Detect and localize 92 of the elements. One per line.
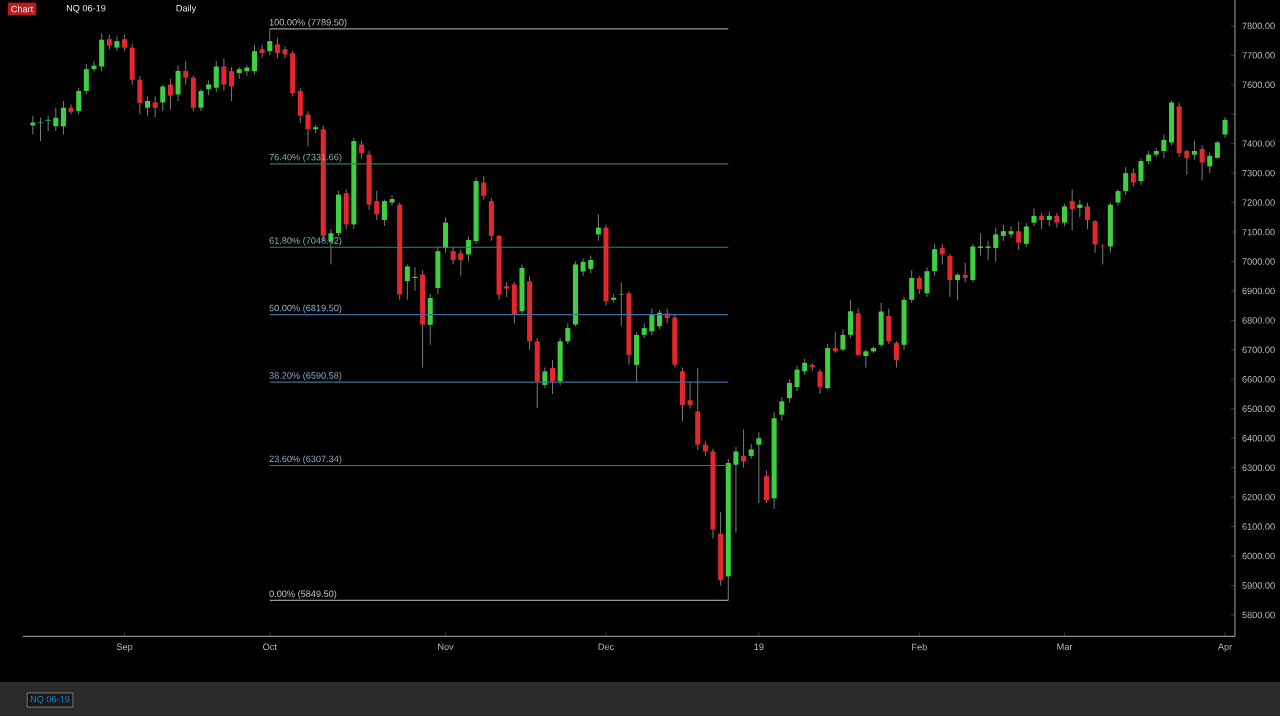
candlestick — [443, 216, 449, 254]
candlestick — [259, 44, 265, 59]
candlestick — [183, 60, 189, 86]
candlestick — [779, 396, 785, 422]
candlestick — [229, 66, 235, 102]
candlestick — [924, 266, 930, 298]
candlestick — [381, 199, 387, 227]
candlestick — [1138, 157, 1144, 186]
candlestick — [672, 314, 678, 369]
candlestick — [60, 100, 66, 136]
candlestick — [144, 96, 151, 117]
candlestick — [886, 308, 892, 345]
candlestick — [1031, 207, 1037, 227]
candlestick — [1100, 243, 1106, 265]
candlestick — [167, 78, 173, 111]
candlestick — [213, 60, 219, 93]
candlestick — [37, 117, 44, 142]
candlestick — [481, 175, 487, 201]
candlestick — [909, 269, 915, 304]
candlestick — [786, 378, 792, 404]
candlestick — [114, 35, 120, 52]
candlestick — [763, 470, 770, 504]
candlestick — [251, 44, 258, 75]
candlestick — [695, 367, 701, 451]
candlestick — [1191, 140, 1197, 161]
candlestick — [519, 263, 525, 316]
candlestick — [1169, 100, 1175, 146]
candlestick — [152, 96, 158, 118]
candlestick — [718, 511, 724, 587]
candlestick — [190, 75, 196, 112]
candlestick — [1199, 144, 1205, 181]
candlestick — [1107, 202, 1113, 254]
candlestick — [970, 243, 976, 283]
candlestick — [993, 227, 999, 262]
candlestick — [343, 188, 349, 230]
candlestick — [649, 308, 655, 336]
candlestick — [1092, 219, 1098, 254]
candlestick — [741, 428, 747, 469]
candlestick — [840, 328, 846, 352]
candlestick — [565, 322, 571, 345]
candlestick — [1069, 188, 1075, 232]
candlestick — [1222, 116, 1228, 139]
candlestick — [832, 331, 838, 354]
candlestick — [901, 296, 907, 351]
candlestick — [1016, 221, 1022, 251]
candlestick — [848, 299, 854, 339]
candlestick — [427, 293, 433, 346]
candlestick — [1062, 203, 1068, 227]
candlestick — [932, 243, 938, 277]
candlestick — [878, 302, 884, 348]
candlestick — [1054, 212, 1060, 229]
candlestick — [45, 115, 51, 132]
candlestick — [825, 343, 831, 391]
candlestick — [53, 107, 59, 132]
candlestick — [336, 190, 342, 237]
candlestick — [435, 246, 441, 295]
candlestick — [817, 368, 823, 395]
candlestick — [404, 263, 410, 301]
candlestick — [947, 253, 953, 298]
candlestick — [794, 365, 800, 392]
candlestick — [488, 197, 494, 242]
candlestick — [129, 43, 135, 86]
candlestick — [160, 84, 166, 112]
candlestick — [634, 331, 640, 383]
candlestick — [534, 337, 540, 409]
candlestick — [955, 272, 961, 301]
candlestick — [679, 367, 685, 422]
candlestick — [1023, 222, 1029, 248]
candlestick — [76, 87, 82, 115]
candlestick — [1084, 202, 1090, 230]
candlestick — [855, 308, 861, 357]
candlestick — [274, 37, 280, 59]
candlestick — [962, 262, 968, 283]
candlestick — [985, 240, 991, 261]
candlestick — [30, 115, 36, 136]
candlestick — [939, 243, 945, 265]
candlestick — [511, 281, 517, 324]
candlestick — [550, 359, 556, 395]
candlestick — [756, 431, 762, 504]
candlestick — [893, 340, 899, 369]
candlestick — [267, 28, 273, 56]
candlestick — [99, 32, 105, 73]
candlestick — [1123, 166, 1129, 196]
candlestick — [1008, 225, 1014, 239]
candlestick — [137, 75, 143, 115]
candlestick — [557, 337, 563, 386]
candlestick — [175, 65, 181, 102]
candlestick — [458, 249, 464, 277]
candlestick — [198, 88, 204, 112]
candlestick — [83, 63, 89, 95]
candlestick — [1176, 101, 1182, 158]
candlestick — [221, 57, 227, 92]
